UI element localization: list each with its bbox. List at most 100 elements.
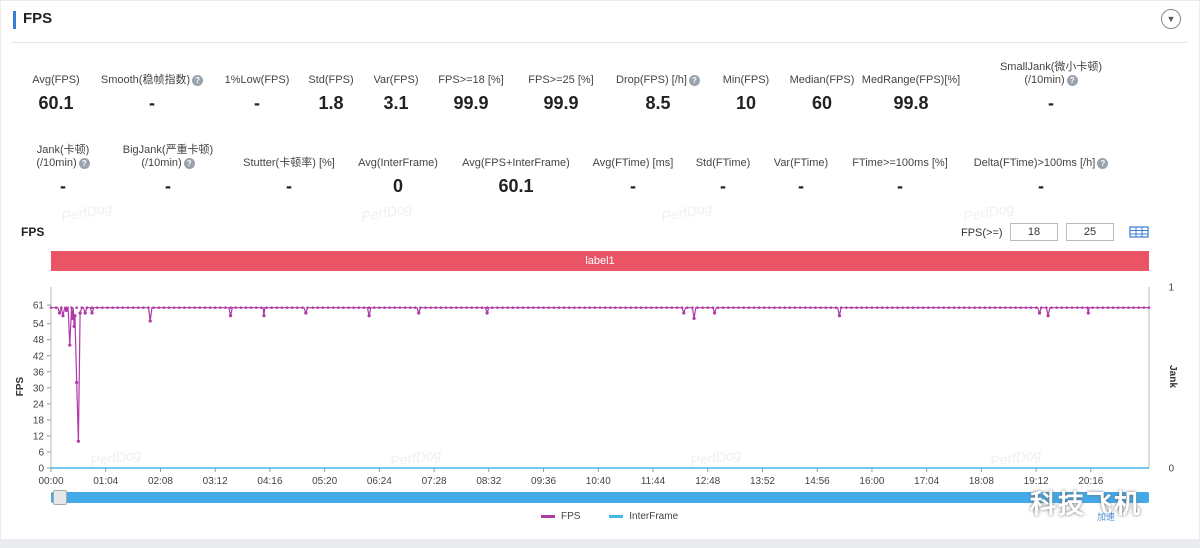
fps-point bbox=[306, 306, 309, 309]
fps-point bbox=[906, 306, 910, 309]
fps-point bbox=[70, 306, 73, 309]
fps-point bbox=[911, 306, 915, 309]
fps-point bbox=[567, 306, 571, 309]
fps-point bbox=[1004, 306, 1007, 309]
chart-watermark: PerfDog bbox=[989, 446, 1042, 469]
fps-point bbox=[449, 306, 453, 309]
help-icon[interactable]: ? bbox=[1097, 158, 1109, 169]
fps-point bbox=[809, 306, 812, 309]
fps-point bbox=[1060, 306, 1064, 309]
fps-point bbox=[837, 314, 842, 318]
fps-point bbox=[968, 306, 971, 309]
help-icon[interactable]: ? bbox=[1066, 75, 1078, 86]
metric-label-text: Std(FPS) bbox=[308, 74, 354, 86]
fps-point bbox=[829, 306, 833, 309]
fps-point bbox=[311, 306, 314, 309]
metric-label: Var(FTime) bbox=[721, 157, 881, 170]
fps-point bbox=[844, 306, 848, 309]
fps-point bbox=[537, 306, 540, 309]
table-view-icon[interactable] bbox=[1129, 226, 1149, 238]
fps-point bbox=[629, 306, 633, 309]
fps-point bbox=[1045, 306, 1048, 309]
fps-point bbox=[367, 314, 371, 318]
metric-metrics_row1-5: FPS>=18 [%] 99.9 bbox=[391, 74, 551, 114]
fps-point bbox=[1034, 306, 1038, 309]
metric-label-text: Avg(FPS+InterFrame) bbox=[462, 157, 570, 169]
fps-point bbox=[531, 306, 535, 309]
metric-label: Smooth(稳帧指数)? bbox=[72, 74, 232, 87]
fps-point bbox=[417, 311, 421, 315]
fps-point bbox=[167, 306, 171, 309]
legend-item-fps[interactable]: FPS bbox=[541, 511, 580, 522]
scrollbar-handle[interactable] bbox=[53, 490, 67, 505]
metric-metrics_row2-9: Delta(FTime)>100ms [/h]? - bbox=[961, 157, 1121, 197]
fps-point bbox=[61, 314, 65, 318]
fps-point bbox=[583, 306, 586, 309]
fps-point bbox=[624, 306, 627, 309]
fps-point bbox=[619, 306, 622, 309]
fps-point bbox=[670, 306, 674, 309]
help-icon[interactable]: ? bbox=[688, 75, 700, 86]
fps-point bbox=[475, 306, 479, 309]
x-tick-label: 06:24 bbox=[367, 476, 392, 487]
fps-point bbox=[1086, 306, 1089, 309]
fps-point bbox=[655, 306, 658, 309]
fps-point bbox=[83, 311, 87, 315]
metric-metrics_row1-4: Var(FPS) 3.1 bbox=[316, 74, 476, 114]
fps-point bbox=[932, 306, 935, 309]
timeline-scrollbar[interactable] bbox=[51, 492, 1149, 503]
metric-metrics_row2-1: BigJank(严重卡顿) (/10min)? - bbox=[88, 144, 248, 197]
fps-point bbox=[326, 306, 330, 309]
y-tick-label: 30 bbox=[33, 383, 45, 394]
x-tick-label: 12:48 bbox=[695, 476, 720, 487]
metric-value: 3.1 bbox=[383, 93, 409, 113]
overlay-small-text: 加速 bbox=[1097, 512, 1116, 522]
fps-point bbox=[295, 306, 299, 309]
fps-point bbox=[1080, 306, 1084, 309]
metric-value: - bbox=[798, 176, 804, 196]
help-icon[interactable]: ? bbox=[78, 158, 90, 169]
fps-point bbox=[891, 306, 894, 309]
metric-metrics_row2-4: Avg(FPS+InterFrame) 60.1 bbox=[436, 157, 596, 197]
fps-point bbox=[850, 306, 853, 309]
fps-point bbox=[1070, 306, 1074, 309]
metric-label: Min(FPS) bbox=[666, 74, 826, 87]
fps-point bbox=[111, 306, 114, 309]
fps-point bbox=[148, 319, 152, 323]
fps-point bbox=[598, 306, 602, 309]
fps-point bbox=[301, 306, 304, 309]
fps-point bbox=[321, 306, 325, 309]
fps-point bbox=[855, 306, 858, 309]
metric-value: 1.8 bbox=[318, 93, 344, 113]
metric-label: SmallJank(微小卡顿) bbox=[971, 61, 1131, 74]
fps-point bbox=[880, 306, 884, 309]
metric-label-line2: (/10min)? bbox=[0, 157, 143, 170]
fps-point bbox=[1046, 314, 1050, 318]
fps-point bbox=[228, 314, 233, 318]
fps-point bbox=[460, 306, 463, 309]
metric-metrics_row1-10: MedRange(FPS)[%] 99.8 bbox=[831, 74, 991, 114]
label-band[interactable]: label1 bbox=[51, 251, 1149, 271]
fps-point bbox=[434, 306, 438, 309]
threshold-input-1[interactable] bbox=[1010, 223, 1058, 241]
metric-value: - bbox=[286, 176, 292, 196]
fps-point bbox=[229, 306, 232, 309]
fps-point bbox=[1101, 306, 1105, 309]
metric-value: - bbox=[897, 176, 903, 196]
metric-label: Drop(FPS) [/h]? bbox=[578, 74, 738, 87]
fps-point bbox=[1122, 306, 1125, 309]
fps-point bbox=[921, 306, 925, 309]
legend-item-interframe[interactable]: InterFrame bbox=[609, 511, 678, 522]
metric-metrics_row1-6: FPS>=25 [%] 99.9 bbox=[481, 74, 641, 114]
x-tick-label: 00:00 bbox=[38, 476, 63, 487]
metric-label-line2: (/10min)? bbox=[88, 157, 248, 170]
help-icon[interactable]: ? bbox=[183, 158, 195, 169]
fps-point bbox=[757, 306, 761, 309]
y-tick-label: 54 bbox=[33, 319, 45, 330]
threshold-input-2[interactable] bbox=[1066, 223, 1114, 241]
metric-label-text: FPS>=25 [%] bbox=[528, 74, 594, 86]
fps-point bbox=[834, 306, 838, 309]
help-icon[interactable]: ? bbox=[192, 75, 204, 86]
fps-line-chart: 0 6 12 18 24 30 36 42 48 54 61 0 1 FPS Jank 00:00 01:04 0… bbox=[15, 283, 1178, 488]
collapse-icon[interactable]: ▼ bbox=[1161, 9, 1181, 29]
